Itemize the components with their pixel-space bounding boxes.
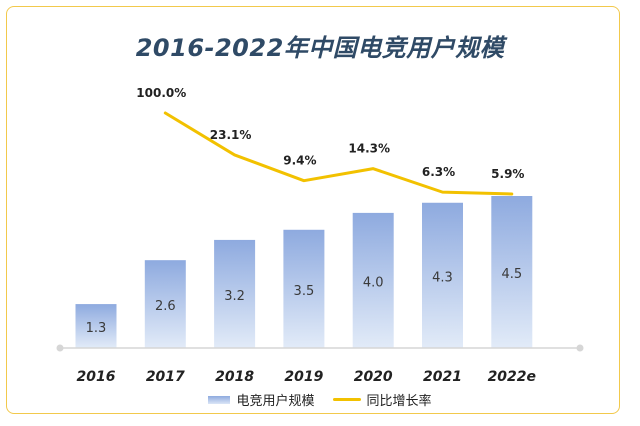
x-tick-label: 2019 [284,369,323,385]
bar-2022e [491,196,533,348]
bar-value-label: 3.5 [294,284,315,299]
chart-frame [6,6,620,414]
growth-label: 9.4% [283,154,316,168]
chart-legend: 电竞用户规模 同比增长率 [0,390,640,409]
chart-title: 2016-2022年中国电竞用户规模 [135,34,505,62]
bar-value-label: 4.3 [432,270,453,285]
bar-value-label: 4.5 [501,267,522,282]
bar-2020 [352,212,394,348]
x-tick-label: 2020 [354,369,393,385]
legend-swatch-line [332,398,361,401]
growth-label: 23.1% [210,128,252,142]
bar-value-label: 1.3 [86,321,107,336]
x-tick-label: 2017 [146,369,185,385]
legend-label-growth: 同比增长率 [366,394,432,409]
bar-value-label: 4.0 [363,275,384,290]
growth-label: 100.0% [136,86,186,100]
x-tick-label: 2021 [423,369,462,385]
legend-label-users: 电竞用户规模 [236,394,315,409]
bar-2016 [75,304,117,348]
growth-label: 14.3% [348,142,390,156]
bar-2021 [422,202,463,348]
bar-value-label: 3.2 [224,289,245,304]
x-axis-cap-left [56,344,64,352]
x-tick-label: 2018 [215,369,254,385]
bar-value-label: 2.6 [155,299,176,314]
bar-2019 [283,229,325,348]
growth-line [163,111,514,196]
x-axis-cap-right [576,344,584,352]
growth-label: 5.9% [491,167,524,181]
bar-2017 [144,260,186,348]
x-tick-label: 2016 [77,369,116,385]
x-tick-label: 2022e [488,369,536,385]
growth-label: 6.3% [422,165,455,179]
legend-swatch-bar [208,395,231,404]
legend-item-growth: 同比增长率 [332,390,432,409]
legend-item-users: 电竞用户规模 [208,390,315,409]
bar-2018 [214,239,256,348]
